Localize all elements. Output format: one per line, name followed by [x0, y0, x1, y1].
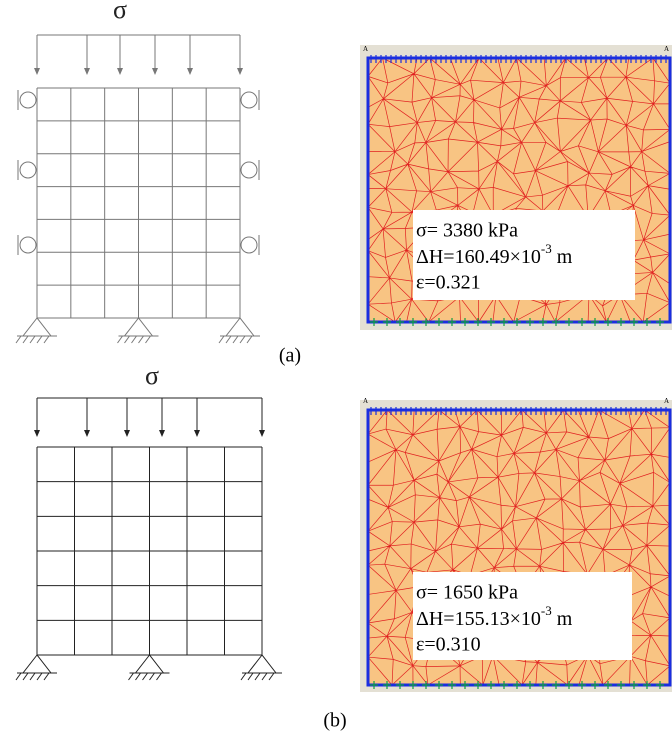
arrow-head [34, 430, 40, 437]
corner-label: A [363, 397, 368, 405]
ground-hatch [139, 336, 144, 343]
figure: σAAσ= 3380 kPaΔH=160.49×10-3 mε=0.321(a)… [0, 0, 672, 736]
ground-hatch [23, 673, 28, 680]
ground-hatch [136, 673, 141, 680]
settlement-value: ΔH=160.49×10 [416, 246, 541, 268]
settlement-unit: m [552, 608, 573, 630]
settlement-value: ΔH=155.13×10 [416, 608, 541, 630]
load-symbol: σ [145, 361, 159, 390]
arrow-head [187, 68, 193, 75]
panel-label: (b) [323, 710, 346, 732]
roller [241, 237, 257, 253]
pin-support [248, 655, 276, 673]
ground-hatch [132, 336, 137, 343]
ground-hatch [157, 673, 162, 680]
result-stress: σ= 3380 kPa [416, 220, 518, 242]
load-symbol: σ [113, 0, 127, 24]
ground-hatch [247, 336, 252, 343]
arrow-head [34, 68, 40, 75]
ground-hatch [240, 336, 245, 343]
ground-hatch [150, 673, 155, 680]
ground-hatch [30, 673, 35, 680]
roller [20, 237, 36, 253]
pin-support [136, 655, 164, 673]
ground-hatch [219, 336, 224, 343]
arrow-head [117, 68, 123, 75]
pin-support [125, 318, 153, 336]
panel-label: (a) [279, 345, 301, 367]
pin-support [23, 318, 51, 336]
ground-hatch [16, 673, 21, 680]
roller [241, 162, 257, 178]
arrow-head [159, 430, 165, 437]
corner-label: A [664, 397, 669, 405]
arrow-head [152, 68, 158, 75]
arrow-head [84, 68, 90, 75]
ground-hatch [125, 336, 130, 343]
ground-hatch [262, 673, 267, 680]
arrow-head [84, 430, 90, 437]
result-stress: σ= 1650 kPa [416, 582, 518, 604]
result-strain: ε=0.321 [416, 272, 481, 294]
ground-hatch [16, 336, 21, 343]
ground-hatch [146, 336, 151, 343]
roller [20, 92, 36, 108]
corner-label: A [664, 45, 669, 53]
ground-hatch [37, 673, 42, 680]
arrow-head [124, 430, 130, 437]
pin-support [23, 655, 51, 673]
corner-label: A [363, 45, 368, 53]
arrow-head [259, 430, 265, 437]
ground-hatch [44, 336, 49, 343]
ground-hatch [248, 673, 253, 680]
ground-hatch [226, 336, 231, 343]
ground-hatch [241, 673, 246, 680]
arrow-head [237, 68, 243, 75]
settlement-exponent: -3 [541, 241, 552, 256]
ground-hatch [269, 673, 274, 680]
settlement-unit: m [552, 246, 573, 268]
pin-support [226, 318, 254, 336]
ground-hatch [30, 336, 35, 343]
settlement-exponent: -3 [541, 603, 552, 618]
result-strain: ε=0.310 [416, 634, 481, 656]
ground-hatch [118, 336, 123, 343]
arrow-head [194, 430, 200, 437]
roller [241, 92, 257, 108]
ground-hatch [23, 336, 28, 343]
ground-hatch [37, 336, 42, 343]
ground-hatch [44, 673, 49, 680]
ground-hatch [255, 673, 260, 680]
ground-hatch [143, 673, 148, 680]
roller [20, 162, 36, 178]
ground-hatch [129, 673, 134, 680]
ground-hatch [233, 336, 238, 343]
